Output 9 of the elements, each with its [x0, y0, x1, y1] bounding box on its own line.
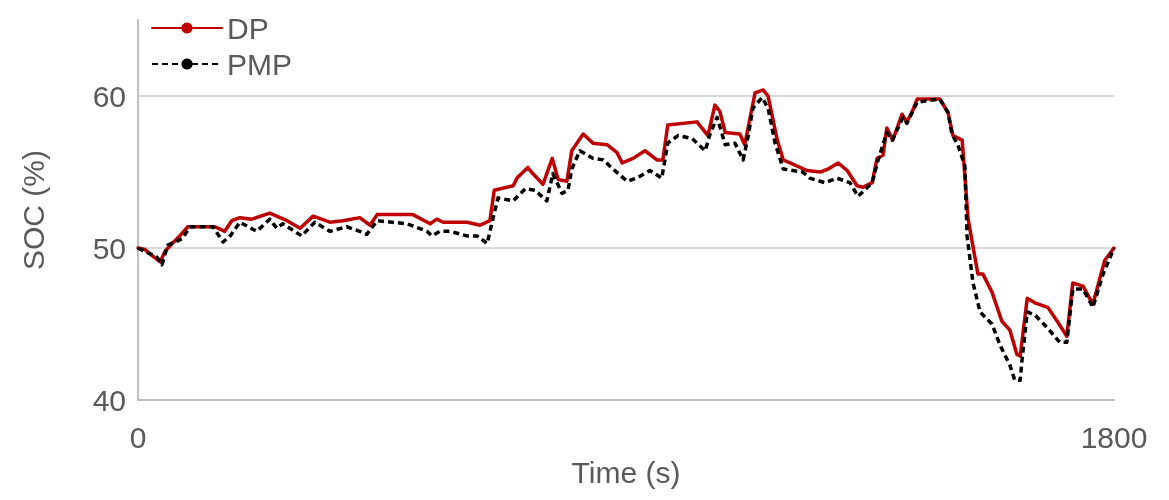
x-tick-label: 1800 — [1080, 420, 1148, 454]
x-tick-label: 0 — [129, 420, 147, 454]
legend-label: DP — [227, 11, 269, 45]
y-tick-label: 50 — [92, 231, 126, 265]
y-tick-label: 40 — [92, 383, 126, 417]
y-axis-title: SOC (%) — [16, 150, 50, 271]
legend-label: PMP — [227, 47, 293, 81]
y-tick-label: 60 — [92, 79, 126, 113]
x-axis-title: Time (s) — [571, 455, 681, 489]
